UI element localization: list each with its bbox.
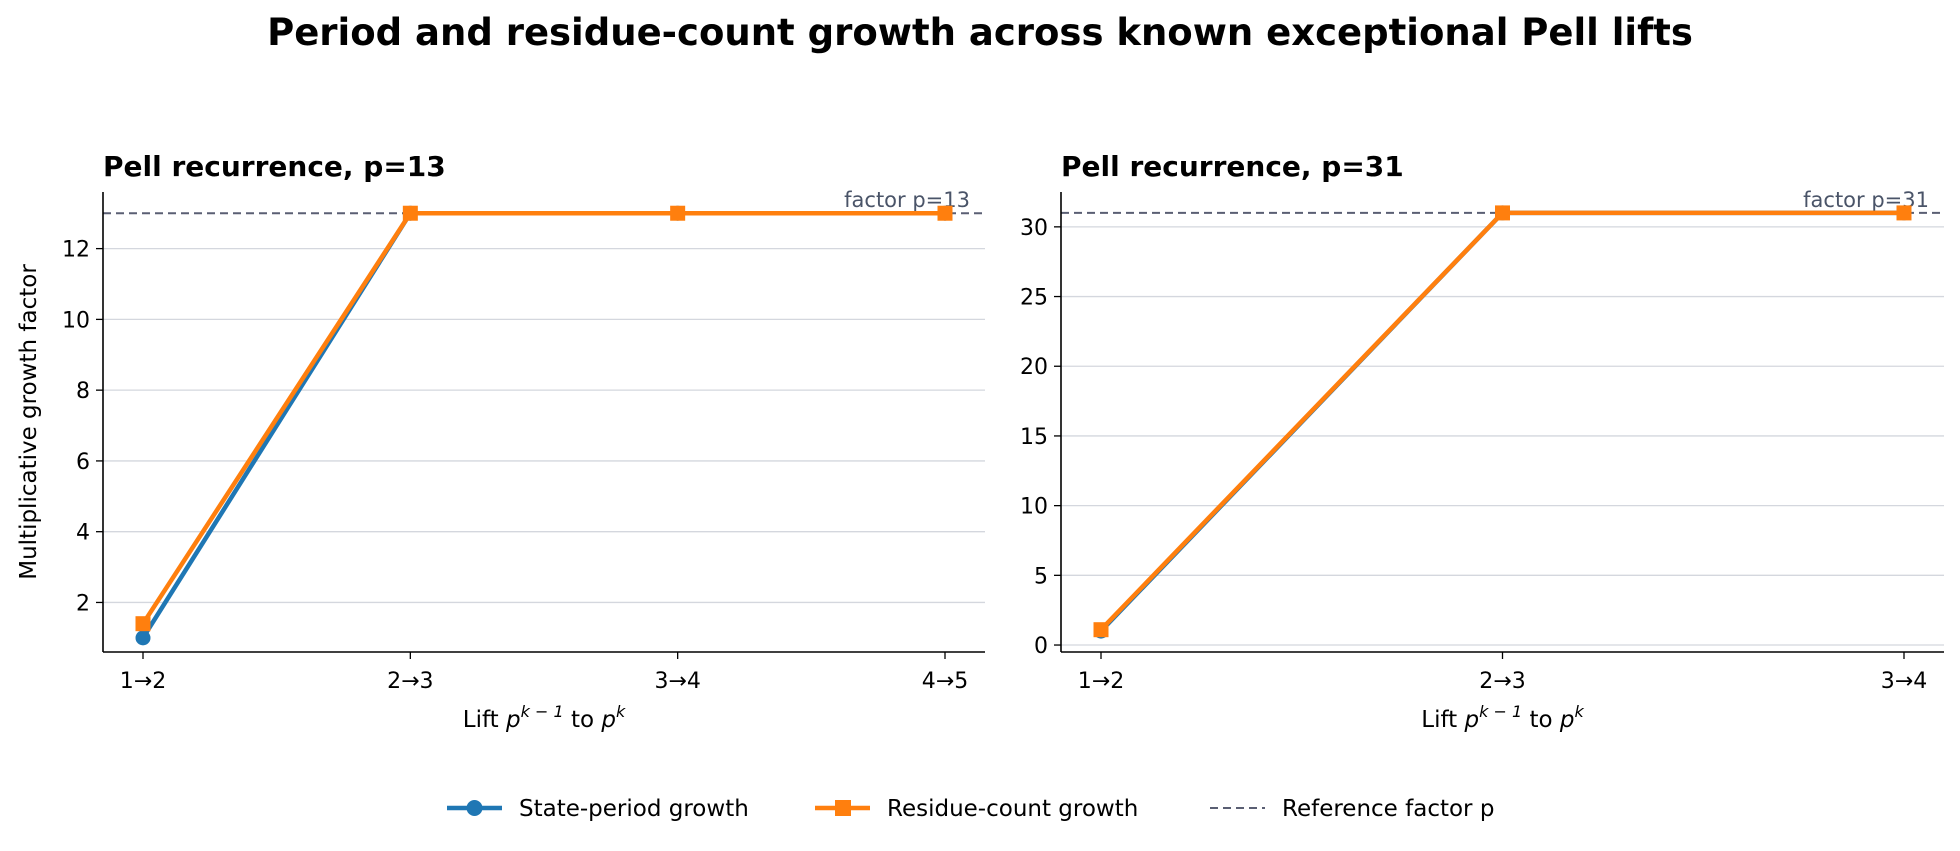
series-2-point: [670, 205, 686, 221]
series-2-point: [135, 616, 151, 632]
y-tick-label: 12: [62, 238, 90, 263]
series-line-2: [1099, 210, 1904, 632]
y-tick-label: 15: [1020, 425, 1048, 450]
x-tick-label: 1→2: [1078, 669, 1124, 694]
y-tick-label: 2: [76, 591, 90, 616]
series-2-point: [402, 205, 418, 221]
y-tick-label: 0: [1034, 634, 1048, 659]
panel-title: Pell recurrence, p=13: [103, 150, 446, 183]
panel-title: Pell recurrence, p=31: [1061, 150, 1404, 183]
legend-label: State-period growth: [519, 796, 749, 822]
y-axis-label: Multiplicative growth factor: [16, 264, 42, 580]
y-tick-label: 6: [76, 450, 90, 475]
series-line-1: [1099, 210, 1904, 633]
legend-label: Residue-count growth: [887, 796, 1138, 822]
legend-entry-3: Reference factor p: [1210, 796, 1494, 822]
legend: State-period growth Residue-count growth R…: [447, 796, 1494, 822]
legend-entry-2: Residue-count growth: [815, 796, 1138, 822]
series-2-point: [1093, 622, 1109, 638]
x-tick-label: 1→2: [120, 669, 166, 694]
x-tick-label: 3→4: [654, 669, 700, 694]
y-tick-label: 30: [1020, 216, 1048, 241]
series-2-point: [1896, 205, 1912, 221]
x-tick-label: 2→3: [387, 669, 433, 694]
x-axis-label: Lift pk − 1 to pk: [1421, 702, 1584, 733]
x-tick-label: 4→5: [922, 669, 968, 694]
x-tick-label: 2→3: [1479, 669, 1525, 694]
y-tick-label: 25: [1020, 286, 1048, 311]
y-tick-label: 5: [1034, 564, 1048, 589]
y-tick-label: 8: [76, 379, 90, 404]
y-tick-label: 10: [1020, 495, 1048, 520]
series-line-2: [141, 210, 945, 625]
series-2-point: [937, 205, 953, 221]
y-tick-label: 20: [1020, 355, 1048, 380]
legend-label: Reference factor p: [1282, 796, 1494, 822]
legend-marker: [466, 800, 483, 816]
legend-marker: [835, 800, 851, 816]
legend-entry-1: State-period growth: [447, 796, 749, 822]
x-tick-label: 3→4: [1881, 669, 1927, 694]
figure-title: Period and residue-count growth across k…: [267, 11, 1693, 54]
series-1-point: [135, 630, 151, 646]
y-tick-label: 4: [76, 521, 90, 546]
y-tick-label: 10: [62, 308, 90, 333]
series-line-1: [141, 210, 945, 640]
series-2-point: [1495, 205, 1510, 221]
x-axis-label: Lift pk − 1 to pk: [463, 702, 626, 733]
